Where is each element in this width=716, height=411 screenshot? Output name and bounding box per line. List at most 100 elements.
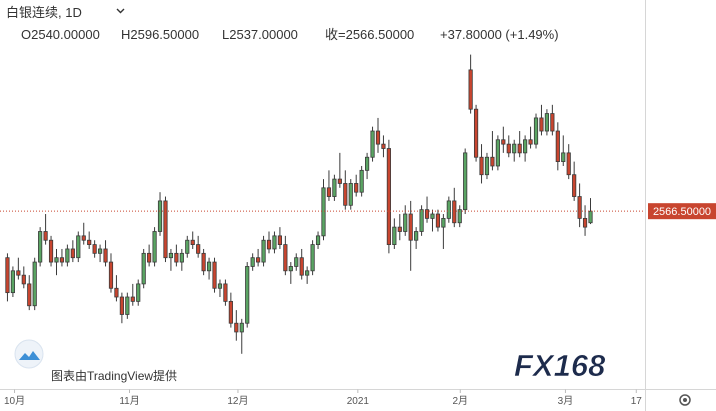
candle-body bbox=[157, 200, 163, 232]
candle-body bbox=[179, 252, 184, 263]
candle-body bbox=[386, 148, 391, 245]
candle-body bbox=[125, 296, 130, 315]
candle-body bbox=[228, 300, 233, 324]
candle-body bbox=[212, 261, 217, 289]
candle-body bbox=[250, 257, 255, 267]
gear[interactable] bbox=[679, 394, 691, 406]
candle-body bbox=[354, 183, 359, 193]
candle-body bbox=[43, 231, 48, 241]
candle-body bbox=[5, 257, 10, 294]
candle-body bbox=[572, 174, 577, 197]
legend-close: 收=2566.50000 bbox=[325, 27, 414, 42]
candle-body bbox=[566, 152, 571, 176]
candle-body bbox=[190, 239, 195, 245]
candle-body bbox=[239, 322, 244, 333]
candle-body bbox=[484, 156, 490, 176]
legend-low: L2537.00000 bbox=[222, 27, 298, 42]
candle-body bbox=[234, 322, 239, 333]
candle-body bbox=[517, 143, 522, 154]
candle-body bbox=[130, 296, 135, 302]
candle-body bbox=[10, 270, 15, 294]
candle-body bbox=[54, 257, 59, 263]
candle-body bbox=[196, 244, 201, 254]
candle-body bbox=[452, 200, 457, 224]
candle-body bbox=[430, 213, 435, 219]
x-tick-label: 10月 bbox=[4, 395, 25, 407]
candle-body bbox=[419, 209, 424, 232]
settings-icon[interactable] bbox=[679, 394, 691, 406]
last-price-box bbox=[648, 203, 716, 220]
candle-body bbox=[266, 239, 272, 250]
candle-body bbox=[337, 178, 342, 184]
candle-body bbox=[87, 239, 92, 245]
last-price-label: 2566.50000 bbox=[653, 206, 711, 218]
tradingview-badge[interactable] bbox=[14, 339, 44, 369]
candle-body bbox=[381, 143, 386, 149]
candle-body bbox=[108, 261, 114, 289]
candle-body bbox=[174, 252, 179, 263]
candle-body bbox=[397, 226, 402, 232]
candle-body bbox=[81, 235, 86, 241]
candle-body bbox=[59, 257, 65, 263]
candle-body bbox=[185, 239, 190, 254]
candle-body bbox=[38, 231, 43, 263]
candle-body bbox=[48, 239, 54, 263]
candle-body bbox=[490, 156, 495, 167]
logo: FX168 bbox=[514, 348, 606, 383]
candle-body bbox=[272, 235, 277, 250]
candle-body bbox=[370, 130, 375, 158]
candle-body bbox=[523, 139, 528, 154]
candle-body bbox=[495, 139, 500, 167]
candle-body bbox=[528, 139, 533, 145]
candle-body bbox=[577, 196, 582, 219]
candle-body bbox=[141, 252, 146, 285]
candle-body bbox=[277, 235, 282, 245]
candle-body bbox=[533, 117, 539, 145]
candle-body bbox=[457, 209, 462, 224]
candle-body bbox=[76, 235, 81, 259]
candle-body bbox=[348, 183, 353, 206]
candle-body bbox=[256, 257, 261, 263]
candle-body bbox=[119, 296, 124, 315]
candle-body bbox=[261, 239, 266, 263]
candle-body bbox=[539, 117, 544, 132]
candle-body bbox=[479, 156, 484, 176]
x-tick-label: 17 bbox=[631, 396, 643, 407]
candle-body bbox=[561, 152, 566, 163]
legend-high: H2596.50000 bbox=[121, 27, 199, 42]
candle-body bbox=[70, 248, 75, 259]
candle-body bbox=[206, 261, 212, 272]
candle-body bbox=[555, 130, 560, 163]
legend: 白银连续, 1D O2540.00000 H2596.50000 L2537.0… bbox=[6, 5, 559, 42]
candle-body bbox=[114, 287, 119, 298]
candle-body bbox=[92, 244, 97, 254]
candle-body bbox=[163, 200, 168, 259]
candle-body bbox=[65, 248, 70, 263]
candle-body bbox=[283, 244, 288, 272]
badge-circle[interactable] bbox=[14, 339, 44, 369]
candle-body bbox=[97, 248, 103, 254]
candle-body bbox=[544, 113, 550, 132]
badge-icon[interactable] bbox=[19, 351, 40, 360]
candle-body bbox=[550, 113, 555, 132]
candle-body bbox=[332, 178, 337, 197]
legend-open: O2540.00000 bbox=[21, 27, 100, 42]
candle-body bbox=[359, 169, 364, 193]
dropdown-icon[interactable] bbox=[116, 8, 125, 14]
candle-body bbox=[326, 187, 332, 197]
legend-change: +37.80000 (+1.49%) bbox=[440, 27, 559, 42]
x-tick-label: 2月 bbox=[452, 395, 468, 407]
candle-body bbox=[223, 283, 228, 302]
candle-body bbox=[16, 270, 21, 276]
candle-body bbox=[501, 139, 506, 145]
candle-body bbox=[152, 231, 157, 263]
gear-center[interactable] bbox=[683, 398, 687, 402]
candle-body bbox=[21, 274, 26, 285]
candle-body bbox=[512, 143, 517, 154]
candle-body bbox=[321, 187, 326, 237]
candle-body bbox=[147, 252, 152, 263]
candle-body bbox=[32, 261, 37, 307]
candle-body bbox=[217, 283, 223, 289]
candle-body bbox=[294, 257, 299, 267]
